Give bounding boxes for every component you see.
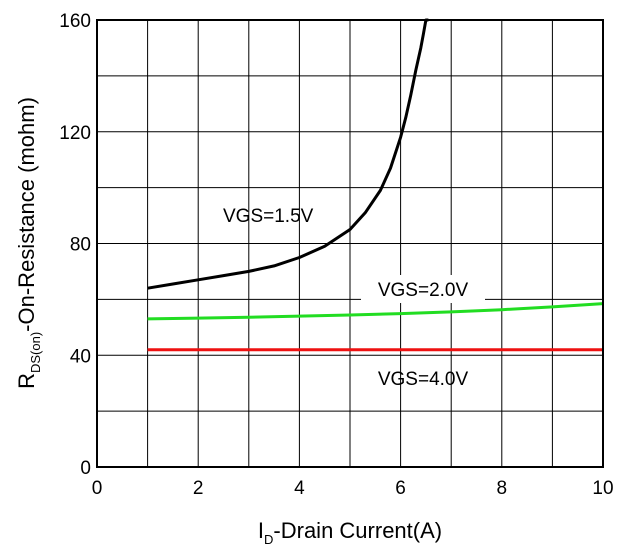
x-tick-label: 4 <box>294 478 305 499</box>
series-label: VGS=4.0V <box>378 369 469 390</box>
series-labels: VGS=1.5V VGS=2.0V VGS=4.0V <box>223 206 485 390</box>
y-tick-label: 40 <box>70 346 91 367</box>
x-axis-label-rest: -Drain Current(A) <box>273 518 442 543</box>
x-axis-label: ID-Drain Current(A) <box>258 518 442 547</box>
grid-lines <box>97 20 603 467</box>
x-tick-label: 2 <box>193 478 204 499</box>
series-layer <box>147 18 604 352</box>
tick-labels: 0 2 4 6 8 10 0 40 80 120 160 <box>59 11 613 499</box>
y-axis-label-subscript: DS(on) <box>28 332 43 373</box>
y-axis-label-main: R <box>14 373 39 389</box>
y-axis-label-rest: -On-Resistance (mohm) <box>14 97 39 332</box>
y-tick-label: 120 <box>59 123 91 144</box>
series-line <box>147 18 429 290</box>
series-label: VGS=2.0V <box>378 280 469 301</box>
series-label-background <box>361 275 485 303</box>
x-axis-label-subscript: D <box>264 532 273 547</box>
series-line <box>147 302 604 321</box>
series-label: VGS=1.5V <box>223 206 314 227</box>
y-tick-label: 0 <box>80 458 91 479</box>
x-tick-label: 8 <box>497 478 508 499</box>
y-tick-label: 80 <box>70 235 91 256</box>
x-tick-label: 10 <box>592 478 613 499</box>
x-axis-label-main: I <box>258 518 264 543</box>
plot-frame <box>96 19 604 468</box>
x-tick-label: 6 <box>395 478 406 499</box>
x-tick-label: 0 <box>92 478 103 499</box>
y-tick-label: 160 <box>59 11 91 32</box>
y-axis-label: RDS(on)-On-Resistance (mohm) <box>14 97 43 389</box>
